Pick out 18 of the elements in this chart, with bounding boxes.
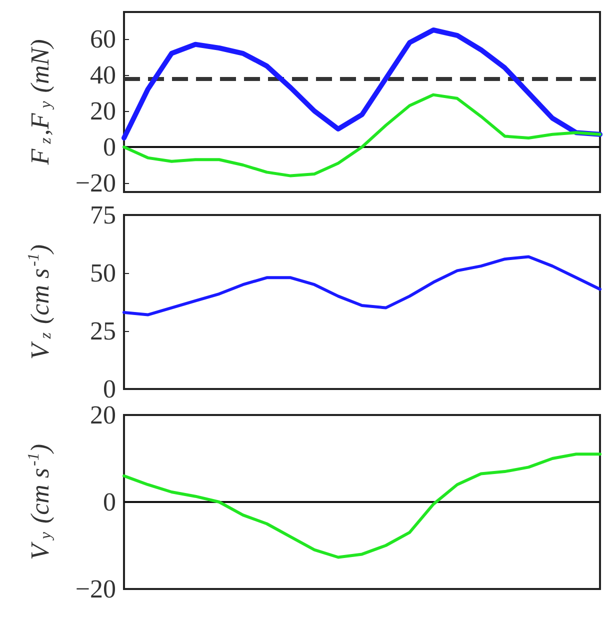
- y-tick-label: 20: [90, 400, 116, 430]
- y-tick-label: 20: [90, 96, 116, 126]
- y-tick-label: 0: [103, 132, 116, 162]
- line-series: [122, 452, 602, 559]
- y-axis-title: Vz (cm s-1): [26, 244, 54, 360]
- y-tick-label: 0: [103, 488, 116, 516]
- y-tick-label: 75: [90, 200, 116, 230]
- line-series: [122, 255, 602, 316]
- y-tick-label: 50: [90, 258, 116, 288]
- y-tick-label: 40: [90, 60, 116, 90]
- line-series: [122, 93, 602, 178]
- y-tick-label: −20: [75, 168, 116, 198]
- y-tick-label: 60: [90, 24, 116, 54]
- y-axis-title: Vy (cm s-1): [26, 444, 54, 560]
- y-axis-title: Fz,Fy (mN): [26, 39, 54, 166]
- y-tick-label: −20: [75, 574, 116, 604]
- y-tick-label: 25: [90, 316, 116, 346]
- y-tick-label: 0: [103, 374, 116, 404]
